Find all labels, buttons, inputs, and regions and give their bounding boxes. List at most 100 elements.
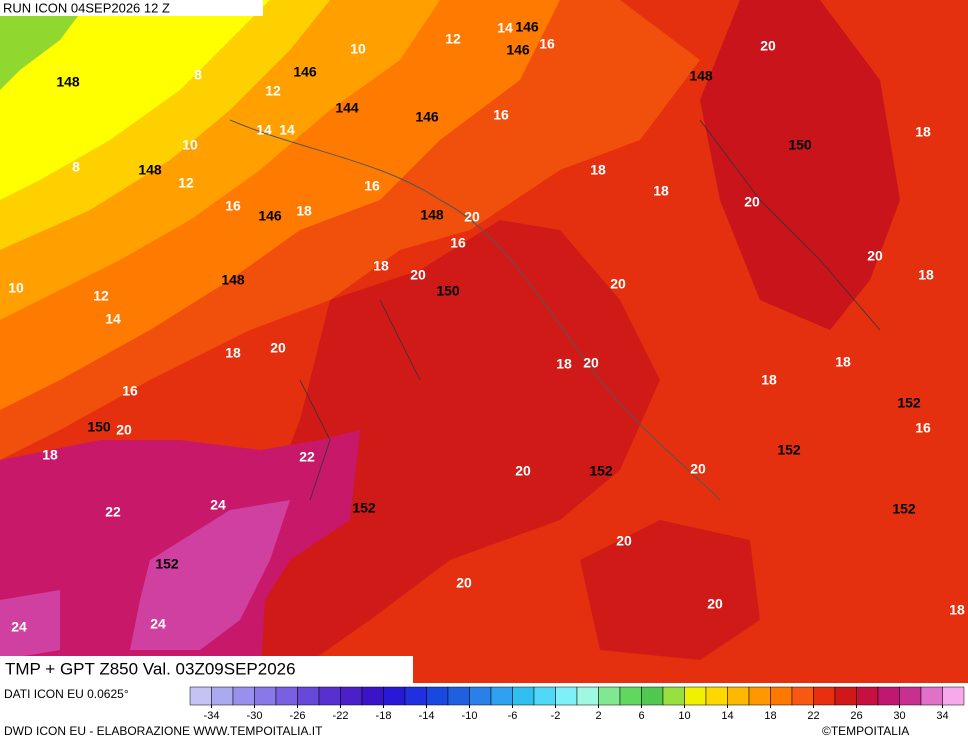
color-legend: -34 -30 -26 -22 -18 -14 -10 -6 -2 2 6 10 14 18 22 26 30 3… [189, 686, 965, 722]
legend-swatch [447, 686, 470, 706]
zone-dark-red [260, 220, 660, 683]
geopotential-label: 146 [515, 19, 539, 35]
temperature-label: 18 [225, 345, 241, 361]
geopotential-label: 148 [420, 207, 444, 223]
geopotential-label: 152 [892, 501, 916, 517]
legend-tick-label: 26 [850, 710, 862, 722]
temperature-label: 16 [122, 383, 138, 399]
legend-swatch [426, 686, 449, 706]
temperature-label: 14 [497, 20, 513, 36]
title-box [0, 656, 413, 683]
temperature-label: 20 [456, 575, 472, 591]
temperature-label: 20 [707, 596, 723, 612]
geopotential-label: 144 [335, 100, 359, 116]
temperature-label: 18 [653, 183, 669, 199]
temperature-label: 20 [760, 38, 776, 54]
legend-swatch [512, 686, 535, 706]
geopotential-label: 146 [415, 109, 439, 125]
temperature-label: 20 [690, 461, 706, 477]
temperature-label: 10 [350, 41, 366, 57]
legend-tick-label: 30 [893, 710, 905, 722]
temperature-label: 12 [445, 31, 461, 47]
legend-tick-label: 18 [764, 710, 776, 722]
temperature-label: 24 [210, 497, 226, 513]
legend-swatch [232, 686, 255, 706]
temperature-label: 20 [410, 267, 426, 283]
data-source: DATI ICON EU 0.0625° [4, 687, 129, 701]
legend-tick-label: 34 [936, 710, 948, 722]
legend-swatch [748, 686, 771, 706]
geopotential-label: 146 [293, 64, 317, 80]
legend-swatch [533, 686, 556, 706]
legend-swatch [619, 686, 642, 706]
legend-tick-label: -34 [204, 710, 220, 722]
temperature-label: 18 [590, 162, 606, 178]
temperature-label: 8 [72, 159, 80, 175]
temperature-label: 16 [493, 107, 509, 123]
geopotential-label: 146 [506, 42, 530, 58]
temperature-label: 12 [93, 288, 109, 304]
geopotential-label: 152 [897, 395, 921, 411]
legend-tick-label: 10 [678, 710, 690, 722]
legend-swatch [920, 686, 943, 706]
temperature-label: 18 [918, 267, 934, 283]
temperature-label: 18 [835, 354, 851, 370]
legend-swatch [555, 686, 578, 706]
geopotential-label: 152 [777, 442, 801, 458]
legend-swatch [877, 686, 900, 706]
temperature-label: 20 [270, 340, 286, 356]
legend-swatch [662, 686, 685, 706]
legend-swatch [641, 686, 664, 706]
temperature-label: 16 [450, 235, 466, 251]
temperature-label: 14 [105, 311, 121, 327]
legend-swatch [469, 686, 492, 706]
geopotential-label: 152 [155, 556, 179, 572]
legend-swatch [340, 686, 363, 706]
temperature-label: 20 [744, 194, 760, 210]
legend-tick-label: 22 [807, 710, 819, 722]
legend-swatch [899, 686, 922, 706]
temperature-label: 20 [616, 533, 632, 549]
temperature-label: 12 [178, 175, 194, 191]
legend-tick-label: -18 [376, 710, 392, 722]
legend-swatch [770, 686, 793, 706]
temperature-label: 24 [150, 616, 166, 632]
temperature-label: 20 [116, 422, 132, 438]
temperature-label: 20 [515, 463, 531, 479]
legend-tick-label: -14 [419, 710, 435, 722]
legend-tick-label: 6 [638, 710, 644, 722]
temperature-label: 18 [296, 203, 312, 219]
temperature-label: 22 [105, 504, 121, 520]
legend-tick-label: -22 [333, 710, 349, 722]
legend-swatch [318, 686, 341, 706]
legend-tick-label: 2 [595, 710, 601, 722]
geopotential-label: 150 [436, 283, 460, 299]
geopotential-label: 148 [221, 272, 245, 288]
legend-swatch [834, 686, 857, 706]
border-line [299, 119, 881, 501]
temperature-label: 16 [915, 420, 931, 436]
zone-dark-red [700, 0, 900, 330]
legend-swatch [598, 686, 621, 706]
legend-swatch [490, 686, 513, 706]
legend-swatch [297, 686, 320, 706]
zone-yellow [0, 0, 270, 200]
temperature-label: 10 [8, 280, 24, 296]
legend-swatch [275, 686, 298, 706]
legend-tick-label: -30 [247, 710, 263, 722]
coastline [229, 119, 721, 501]
geopotential-label: 148 [689, 68, 713, 84]
temperature-label: 12 [265, 83, 281, 99]
temperature-label: 20 [867, 248, 883, 264]
temperature-label: 22 [299, 449, 315, 465]
temperature-label: 18 [761, 372, 777, 388]
legend-swatch [404, 686, 427, 706]
temperature-label: 24 [11, 619, 27, 635]
temperature-label: 18 [915, 124, 931, 140]
temperature-label: 14 [256, 122, 272, 138]
credit: ©TEMPOITALIA [822, 724, 909, 738]
zone-green [0, 0, 90, 90]
legend-swatch [791, 686, 814, 706]
temperature-label: 20 [583, 355, 599, 371]
